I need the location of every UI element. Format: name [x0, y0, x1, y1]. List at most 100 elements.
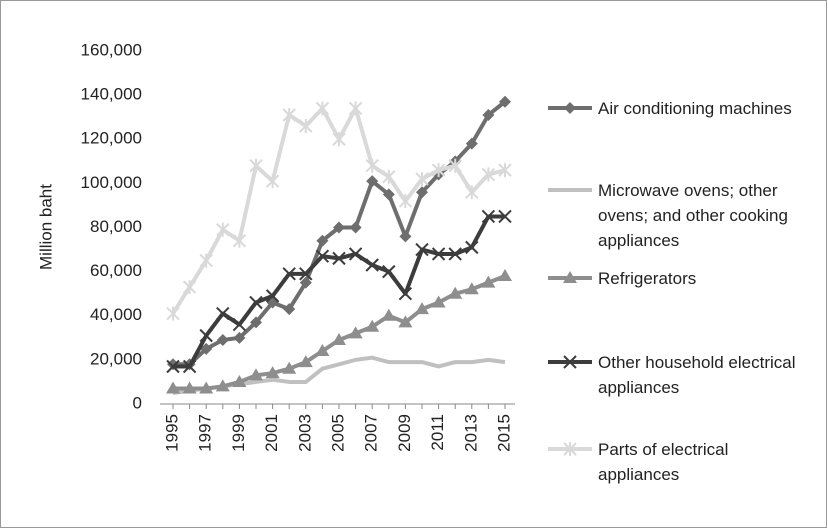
data-point	[315, 249, 330, 263]
data-point	[265, 289, 280, 303]
data-point	[482, 108, 495, 121]
legend-marker	[563, 355, 577, 369]
data-point	[299, 276, 312, 289]
legend-label: Microwave ovens; other ovens; and other …	[598, 181, 788, 250]
data-point	[481, 209, 496, 224]
x-tick-label: 2015	[494, 414, 513, 452]
x-tick-label: 2011	[428, 414, 447, 451]
data-point	[448, 286, 463, 299]
data-point	[398, 315, 413, 328]
data-point	[465, 137, 478, 150]
x-tick-label: 2005	[328, 414, 347, 452]
data-point	[182, 359, 197, 374]
y-tick-label: 120,000	[81, 129, 142, 148]
data-point	[199, 253, 213, 268]
data-point	[298, 355, 313, 368]
data-point	[299, 119, 313, 134]
data-point	[199, 328, 213, 343]
legend-label: Refrigerators	[598, 269, 697, 288]
data-point	[249, 158, 263, 173]
data-point	[349, 221, 362, 234]
data-point	[283, 303, 296, 316]
data-point	[332, 333, 346, 346]
legend-label: Air conditioning machines	[598, 99, 792, 118]
data-point	[182, 280, 197, 295]
data-point	[166, 306, 180, 321]
data-point	[499, 95, 511, 108]
data-point	[316, 234, 329, 247]
data-point	[250, 316, 262, 329]
data-point	[282, 267, 296, 281]
data-point	[381, 308, 396, 321]
data-point	[200, 342, 213, 355]
data-point	[498, 209, 512, 224]
data-point	[216, 306, 230, 321]
data-point	[282, 107, 296, 122]
data-point	[481, 275, 496, 288]
data-point	[265, 366, 280, 379]
data-point	[216, 222, 230, 237]
y-tick-label: 60,000	[90, 261, 142, 280]
data-point	[431, 163, 446, 178]
y-tick-label: 40,000	[90, 305, 142, 324]
legend-marker	[564, 102, 576, 114]
data-point	[498, 163, 512, 178]
data-point	[416, 186, 428, 199]
legend-marker	[563, 271, 577, 283]
data-point	[265, 174, 280, 189]
data-point	[366, 175, 379, 188]
data-point	[233, 331, 246, 344]
data-point	[299, 267, 313, 281]
data-point	[182, 381, 197, 394]
data-point	[216, 334, 229, 347]
data-point	[365, 158, 379, 173]
data-point	[348, 326, 363, 339]
x-tick-label: 2001	[262, 414, 281, 452]
y-tick-label: 160,000	[81, 40, 142, 59]
data-point	[382, 188, 395, 201]
data-point	[232, 317, 247, 332]
y-tick-label: 0	[133, 393, 142, 412]
y-tick-label: 100,000	[81, 173, 142, 192]
x-tick-label: 1995	[162, 414, 181, 452]
legend-label: Other household electrical appliances	[598, 353, 796, 397]
data-point	[415, 171, 429, 186]
data-point	[215, 379, 230, 392]
data-point	[332, 251, 346, 266]
data-point	[382, 264, 396, 279]
data-point	[465, 185, 479, 200]
data-point	[315, 344, 330, 357]
x-tick-label: 2013	[461, 414, 480, 452]
x-tick-label: 2009	[395, 414, 414, 452]
data-point	[348, 101, 363, 116]
x-tick-label: 2003	[295, 414, 314, 452]
data-point	[481, 167, 496, 182]
data-point	[464, 282, 479, 295]
data-point	[399, 230, 412, 243]
data-point	[315, 101, 330, 116]
data-point	[232, 374, 247, 387]
data-point	[415, 302, 429, 315]
data-point	[398, 286, 413, 301]
x-tick-label: 2007	[362, 414, 381, 452]
data-point	[448, 158, 462, 173]
data-point	[232, 233, 247, 248]
data-point	[415, 242, 429, 257]
data-point	[465, 240, 479, 255]
data-point	[398, 194, 413, 209]
data-point	[382, 169, 396, 184]
data-point	[365, 258, 379, 272]
y-tick-label: 80,000	[90, 217, 142, 236]
data-point	[199, 381, 214, 394]
legend-label: Parts of electrical appliances	[598, 440, 729, 484]
data-point	[282, 361, 297, 374]
x-tick-label: 1997	[196, 414, 215, 452]
legend-marker	[563, 442, 577, 456]
y-axis-label: Million baht	[36, 184, 55, 270]
data-point	[498, 269, 512, 282]
data-point	[249, 368, 263, 381]
data-point	[333, 221, 345, 234]
